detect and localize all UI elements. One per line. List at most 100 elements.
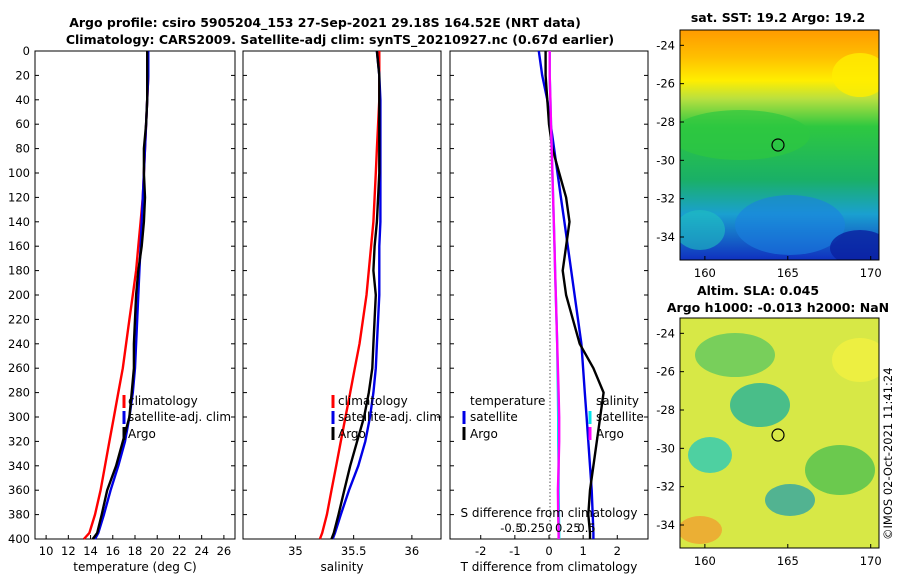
lat-tick-label: -32 <box>656 480 675 494</box>
salinity-profile-series <box>318 50 382 540</box>
sla-map <box>680 318 879 548</box>
sla-cyan-patch <box>688 437 732 473</box>
depth-tick-label: 160 <box>8 239 30 253</box>
salinity-panel-frame <box>242 50 442 540</box>
x-tick-label: -2 <box>475 544 486 558</box>
depth-tick-label: 140 <box>8 215 30 229</box>
sla-green-patch-2 <box>805 445 875 495</box>
depth-tick-label: 120 <box>8 190 30 204</box>
series-line-satellite-adj-clim <box>93 51 150 540</box>
x-tick-label: 35.5 <box>341 544 367 558</box>
salinity-axis-label: salinity <box>320 560 363 574</box>
x-tick-label: 22 <box>172 544 187 558</box>
lat-tick-label: -28 <box>656 403 675 417</box>
x-tick-label: 18 <box>128 544 143 558</box>
depth-tick-label: 100 <box>8 166 30 180</box>
s-tick-label: -0.5 <box>500 521 522 535</box>
s-tick-label: 0.5 <box>577 521 595 535</box>
series-line-satellite-adj-clim <box>331 50 382 540</box>
depth-tick-label: 300 <box>8 410 30 424</box>
sla-green-patch <box>695 333 775 377</box>
legend-label-satellite: satellite-adj. clim <box>128 410 231 424</box>
sla-blue-patch-2 <box>765 484 815 516</box>
s-tick-label: 0.25 <box>555 521 581 535</box>
lon-tick-label: 170 <box>860 554 882 568</box>
x-tick-label: 36 <box>405 544 420 558</box>
imos-timestamp: ©IMOS 02-Oct-2021 11:41:24 <box>881 367 895 540</box>
lat-tick-label: -26 <box>656 77 675 91</box>
depth-tick-label: 40 <box>15 93 30 107</box>
depth-tick-label: 280 <box>8 386 30 400</box>
sla-argo-marker <box>771 428 785 442</box>
lat-tick-label: -34 <box>656 518 675 532</box>
legend-label-satellite: satellite-adj. clim <box>338 410 441 424</box>
legend-header-temperature: temperature <box>470 394 545 408</box>
x-tick-label: 24 <box>194 544 209 558</box>
s-difference-axis-label: S difference from climatology <box>461 506 638 520</box>
sst-title: sat. SST: 19.2 Argo: 19.2 <box>691 10 865 25</box>
x-tick-label: 16 <box>105 544 120 558</box>
title-line-1: Argo profile: csiro 5905204_153 27-Sep-2… <box>69 15 581 31</box>
depth-tick-label: 180 <box>8 264 30 278</box>
series-line-climatology <box>318 51 381 540</box>
x-tick-label: 20 <box>150 544 165 558</box>
lon-tick-label: 165 <box>777 554 799 568</box>
series-line-argo <box>330 50 381 540</box>
depth-tick-label: 260 <box>8 361 30 375</box>
sst-argo-marker <box>771 138 785 152</box>
sla-yellow-patch <box>832 338 879 382</box>
x-tick-label: 12 <box>61 544 76 558</box>
temperature-profile-series <box>83 51 150 540</box>
x-tick-labels: 10 12 14 16 18 20 22 24 26 35 35.5 36 -2 -1 0 1 2-0.5-0.… <box>39 521 621 558</box>
depth-tick-label: 200 <box>8 288 30 302</box>
x-tick-label: 0 <box>545 544 552 558</box>
depth-tick-label: 380 <box>8 508 30 522</box>
x-tick-label: -1 <box>509 544 520 558</box>
salinity-legend: climatology satellite-adj. clim Argo <box>331 394 441 441</box>
s-tick-label: -0.25 <box>515 521 545 535</box>
depth-axis: 0 20 40 60 80 100 120 140 160 180 200 220 240 260 280 3… <box>8 44 648 546</box>
temperature-legend: climatology satellite-adj. clim Argo <box>122 394 231 441</box>
sla-blue-patch <box>730 383 790 427</box>
x-tick-label: 1 <box>579 544 586 558</box>
depth-tick-label: 0 <box>23 44 30 58</box>
lat-tick-label: -28 <box>656 115 675 129</box>
x-tick-label: 2 <box>614 544 621 558</box>
lon-tick-label: 170 <box>860 266 882 280</box>
lat-tick-label: -30 <box>656 153 675 167</box>
depth-tick-label: 80 <box>15 142 30 156</box>
legend-label-climatology: climatology <box>338 394 408 408</box>
series-line-argo <box>91 51 149 540</box>
lon-tick-label: 165 <box>777 266 799 280</box>
t-difference-axis-label: T difference from climatology <box>460 560 638 574</box>
depth-tick-label: 360 <box>8 483 30 497</box>
sst-map-frame <box>679 29 880 261</box>
temperature-axis-label: temperature (deg C) <box>73 560 196 574</box>
lat-tick-label: -26 <box>656 365 675 379</box>
sst-map <box>680 30 879 260</box>
sla-orange-patch <box>680 516 722 544</box>
depth-tick-label: 320 <box>8 434 30 448</box>
series-line-salinity-argo <box>548 51 561 539</box>
sla-title-line-1: Altim. SLA: 0.045 <box>697 283 819 298</box>
sla-map-frame <box>679 317 880 549</box>
legend-label-s-satellite: satellite <box>596 410 644 424</box>
depth-tick-label: 240 <box>8 337 30 351</box>
difference-profile-series <box>537 50 605 539</box>
x-tick-label: 35 <box>288 544 303 558</box>
legend-header-salinity: salinity <box>596 394 639 408</box>
depth-tick-label: 340 <box>8 459 30 473</box>
s-tick-label: 0 <box>545 521 552 535</box>
depth-tick-label: 60 <box>15 117 30 131</box>
difference-legend: temperature satellite Argo salinity sate… <box>462 394 644 441</box>
lat-tick-label: -30 <box>656 441 675 455</box>
legend-label-s-argo: Argo <box>596 427 624 441</box>
legend-label-t-satellite: satellite <box>470 410 518 424</box>
legend-label-climatology: climatology <box>128 394 198 408</box>
legend-label-argo: Argo <box>128 427 156 441</box>
sst-warm-patch <box>832 53 879 97</box>
x-tick-label: 26 <box>217 544 232 558</box>
depth-tick-label: 400 <box>8 532 30 546</box>
map-axis-ticks: -24 -26 -28 -30 -32 -34 160 165 170 -24 -26 -28 -30 -… <box>656 38 881 568</box>
